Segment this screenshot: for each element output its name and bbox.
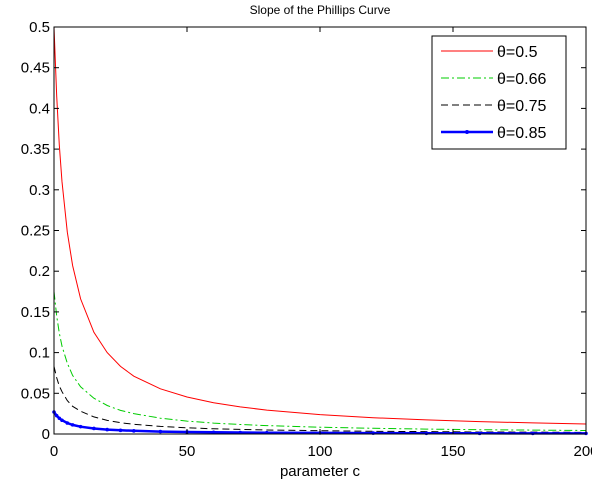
chart-title: Slope of the Phillips Curve (250, 3, 391, 17)
legend-box (431, 35, 567, 150)
y-tick-label: 0 (42, 426, 50, 443)
series-point (65, 421, 70, 425)
x-axis: 0 50 100 150 200 (50, 27, 592, 460)
series-line-3 (53, 366, 587, 433)
series-point (57, 416, 62, 421)
legend: θ=0.5 θ=0.66 θ=0.75 θ=0.85 (431, 35, 567, 150)
y-tick-label: 0.25 (21, 223, 50, 240)
series-line-1 (53, 26, 587, 425)
series-point (158, 429, 163, 434)
x-tick-label: 100 (307, 443, 332, 460)
x-axis-title: parameter c (280, 463, 361, 480)
legend-marker (465, 130, 469, 134)
y-tick-label: 0.2 (29, 263, 50, 280)
x-tick-label: 150 (440, 443, 465, 460)
series-point (531, 431, 535, 436)
series-point (54, 413, 59, 418)
series-point (132, 429, 136, 433)
series-point (60, 418, 64, 423)
y-axis: 0 0.05 0.1 0.15 0.2 0.25 0.3 0.35 0.4 0.45 0.5 (21, 19, 586, 443)
y-tick-label: 0.45 (21, 60, 50, 77)
plot-lines (52, 26, 588, 436)
series-line-2 (53, 291, 587, 431)
y-tick-label: 0.4 (29, 100, 50, 117)
series-point (118, 428, 123, 433)
x-tick-label: 50 (179, 443, 196, 460)
y-tick-label: 0.3 (29, 182, 50, 199)
x-tick-label: 200 (573, 443, 592, 460)
series-point (92, 426, 96, 431)
series-point (105, 427, 109, 432)
x-tick-label: 0 (50, 443, 58, 460)
series-point (477, 431, 482, 436)
y-tick-label: 0.1 (29, 345, 50, 362)
legend-label: θ=0.5 (497, 44, 538, 61)
y-tick-label: 0.05 (21, 385, 50, 402)
series-line-4 (52, 411, 586, 435)
legend-label: θ=0.66 (497, 71, 546, 88)
series-point (211, 430, 216, 435)
legend-label: θ=0.85 (497, 125, 546, 142)
legend-label: θ=0.75 (497, 98, 546, 115)
series-point (238, 430, 242, 435)
y-tick-label: 0.5 (29, 19, 50, 36)
y-tick-label: 0.35 (21, 141, 50, 158)
series-point (424, 431, 429, 436)
series-point (70, 423, 75, 427)
series-point (78, 424, 83, 429)
y-tick-label: 0.15 (21, 304, 50, 321)
